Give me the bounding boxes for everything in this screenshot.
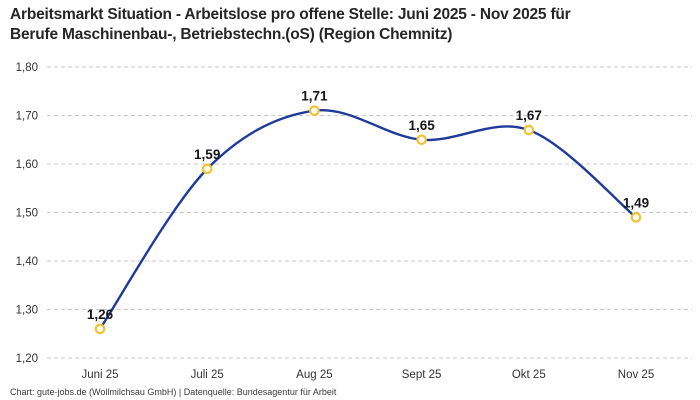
x-tick-label: Juli 25	[191, 369, 224, 381]
y-tick-label: 1,70	[16, 111, 38, 123]
x-tick-label: Nov 25	[618, 369, 654, 381]
data-point-label: 1,59	[194, 147, 220, 162]
chart-credit: Chart: gute-jobs.de (Wollmilchsau GmbH) …	[10, 387, 337, 397]
y-tick-label: 1,30	[16, 305, 38, 317]
data-point-label: 1,65	[408, 118, 435, 133]
chart-title: Arbeitsmarkt Situation - Arbeitslose pro…	[10, 5, 695, 45]
data-points: 1,26 1,59 1,71 1,65 1,67 1,49	[87, 89, 649, 335]
data-point-marker	[630, 212, 642, 223]
y-tick-label: 1,50	[16, 208, 38, 220]
data-point-label: 1,26	[87, 307, 114, 322]
series-line	[98, 108, 638, 331]
x-axis-labels: Juni 25 Juli 25 Aug 25 Sept 25 Okt 25 Nov 25	[81, 369, 654, 381]
data-point-marker	[309, 105, 320, 116]
y-tick-label: 1,80	[16, 62, 38, 74]
chart-title-line2: Berufe Maschinenbau-, Betriebstechn.(oS)…	[10, 26, 453, 43]
data-point-marker	[523, 124, 535, 136]
data-point-marker	[416, 134, 427, 146]
data-point-label: 1,67	[516, 108, 542, 123]
x-tick-label: Okt 25	[512, 369, 546, 381]
data-point-marker	[94, 323, 106, 335]
data-point-label: 1,49	[623, 195, 649, 210]
chart-title-line1: Arbeitsmarkt Situation - Arbeitslose pro…	[10, 6, 571, 23]
data-point-marker	[201, 163, 213, 175]
data-point-label: 1,71	[301, 89, 328, 104]
x-tick-label: Juni 25	[81, 369, 118, 381]
gridlines	[47, 66, 692, 359]
y-tick-label: 1,60	[16, 159, 38, 171]
x-tick-label: Aug 25	[296, 369, 332, 381]
y-axis-labels: 1,80 1,70 1,60 1,50 1,40 1,30 1,20	[16, 62, 38, 365]
y-tick-label: 1,20	[16, 353, 38, 365]
x-tick-label: Sept 25	[402, 369, 442, 381]
y-tick-label: 1,40	[16, 256, 38, 268]
